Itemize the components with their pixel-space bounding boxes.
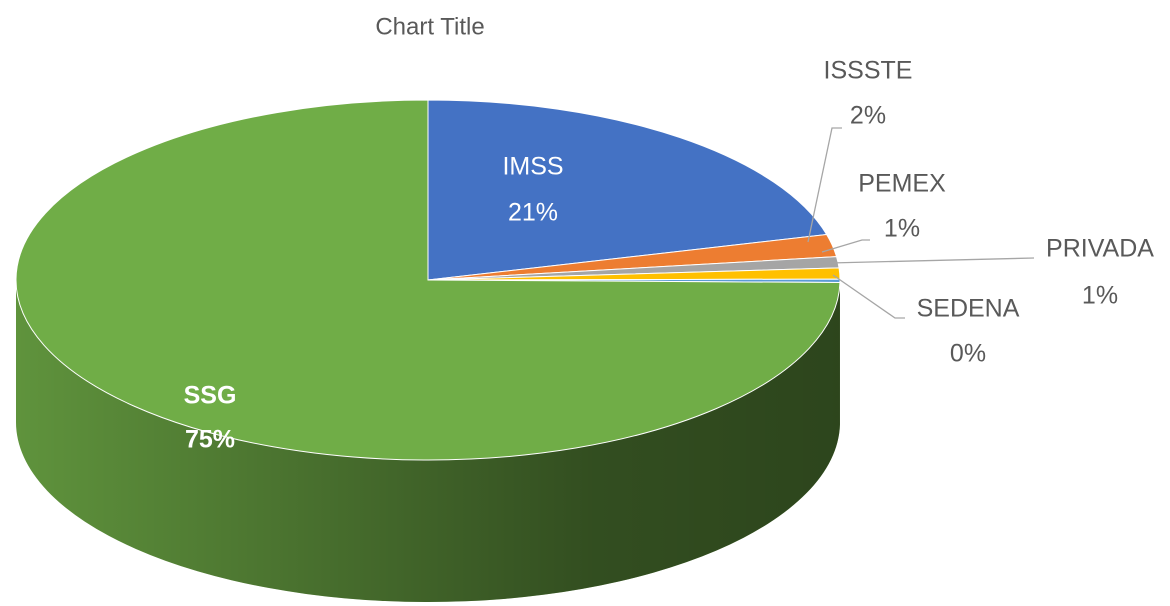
leader-line — [807, 127, 842, 243]
side-shade — [16, 280, 840, 602]
pie-slice — [427, 99, 828, 281]
value-label: 21% — [508, 199, 558, 227]
value-label: 0% — [950, 340, 986, 368]
pie-tops — [15, 99, 841, 461]
category-label: SEDENA — [917, 295, 1020, 323]
value-label: 1% — [884, 215, 920, 243]
category-label: PRIVADA — [1046, 235, 1154, 263]
leader-line — [821, 239, 870, 253]
value-label: 75% — [185, 426, 235, 454]
pie-sides — [16, 280, 840, 602]
value-label: 2% — [850, 102, 886, 130]
pie-slice — [15, 99, 841, 461]
chart-title: Chart Title — [375, 13, 484, 40]
data-labels: IMSS 21% ISSSTE 2% PEMEX 1% PRIVADA 1% SEDENA 0% S… — [184, 57, 1155, 454]
leader-line — [832, 274, 905, 319]
category-label: ISSSTE — [824, 57, 913, 85]
category-label: SSG — [184, 382, 237, 410]
value-label: 1% — [1082, 282, 1118, 310]
category-label: IMSS — [502, 153, 563, 181]
leader-line — [829, 257, 1035, 264]
category-label: PEMEX — [858, 170, 946, 198]
